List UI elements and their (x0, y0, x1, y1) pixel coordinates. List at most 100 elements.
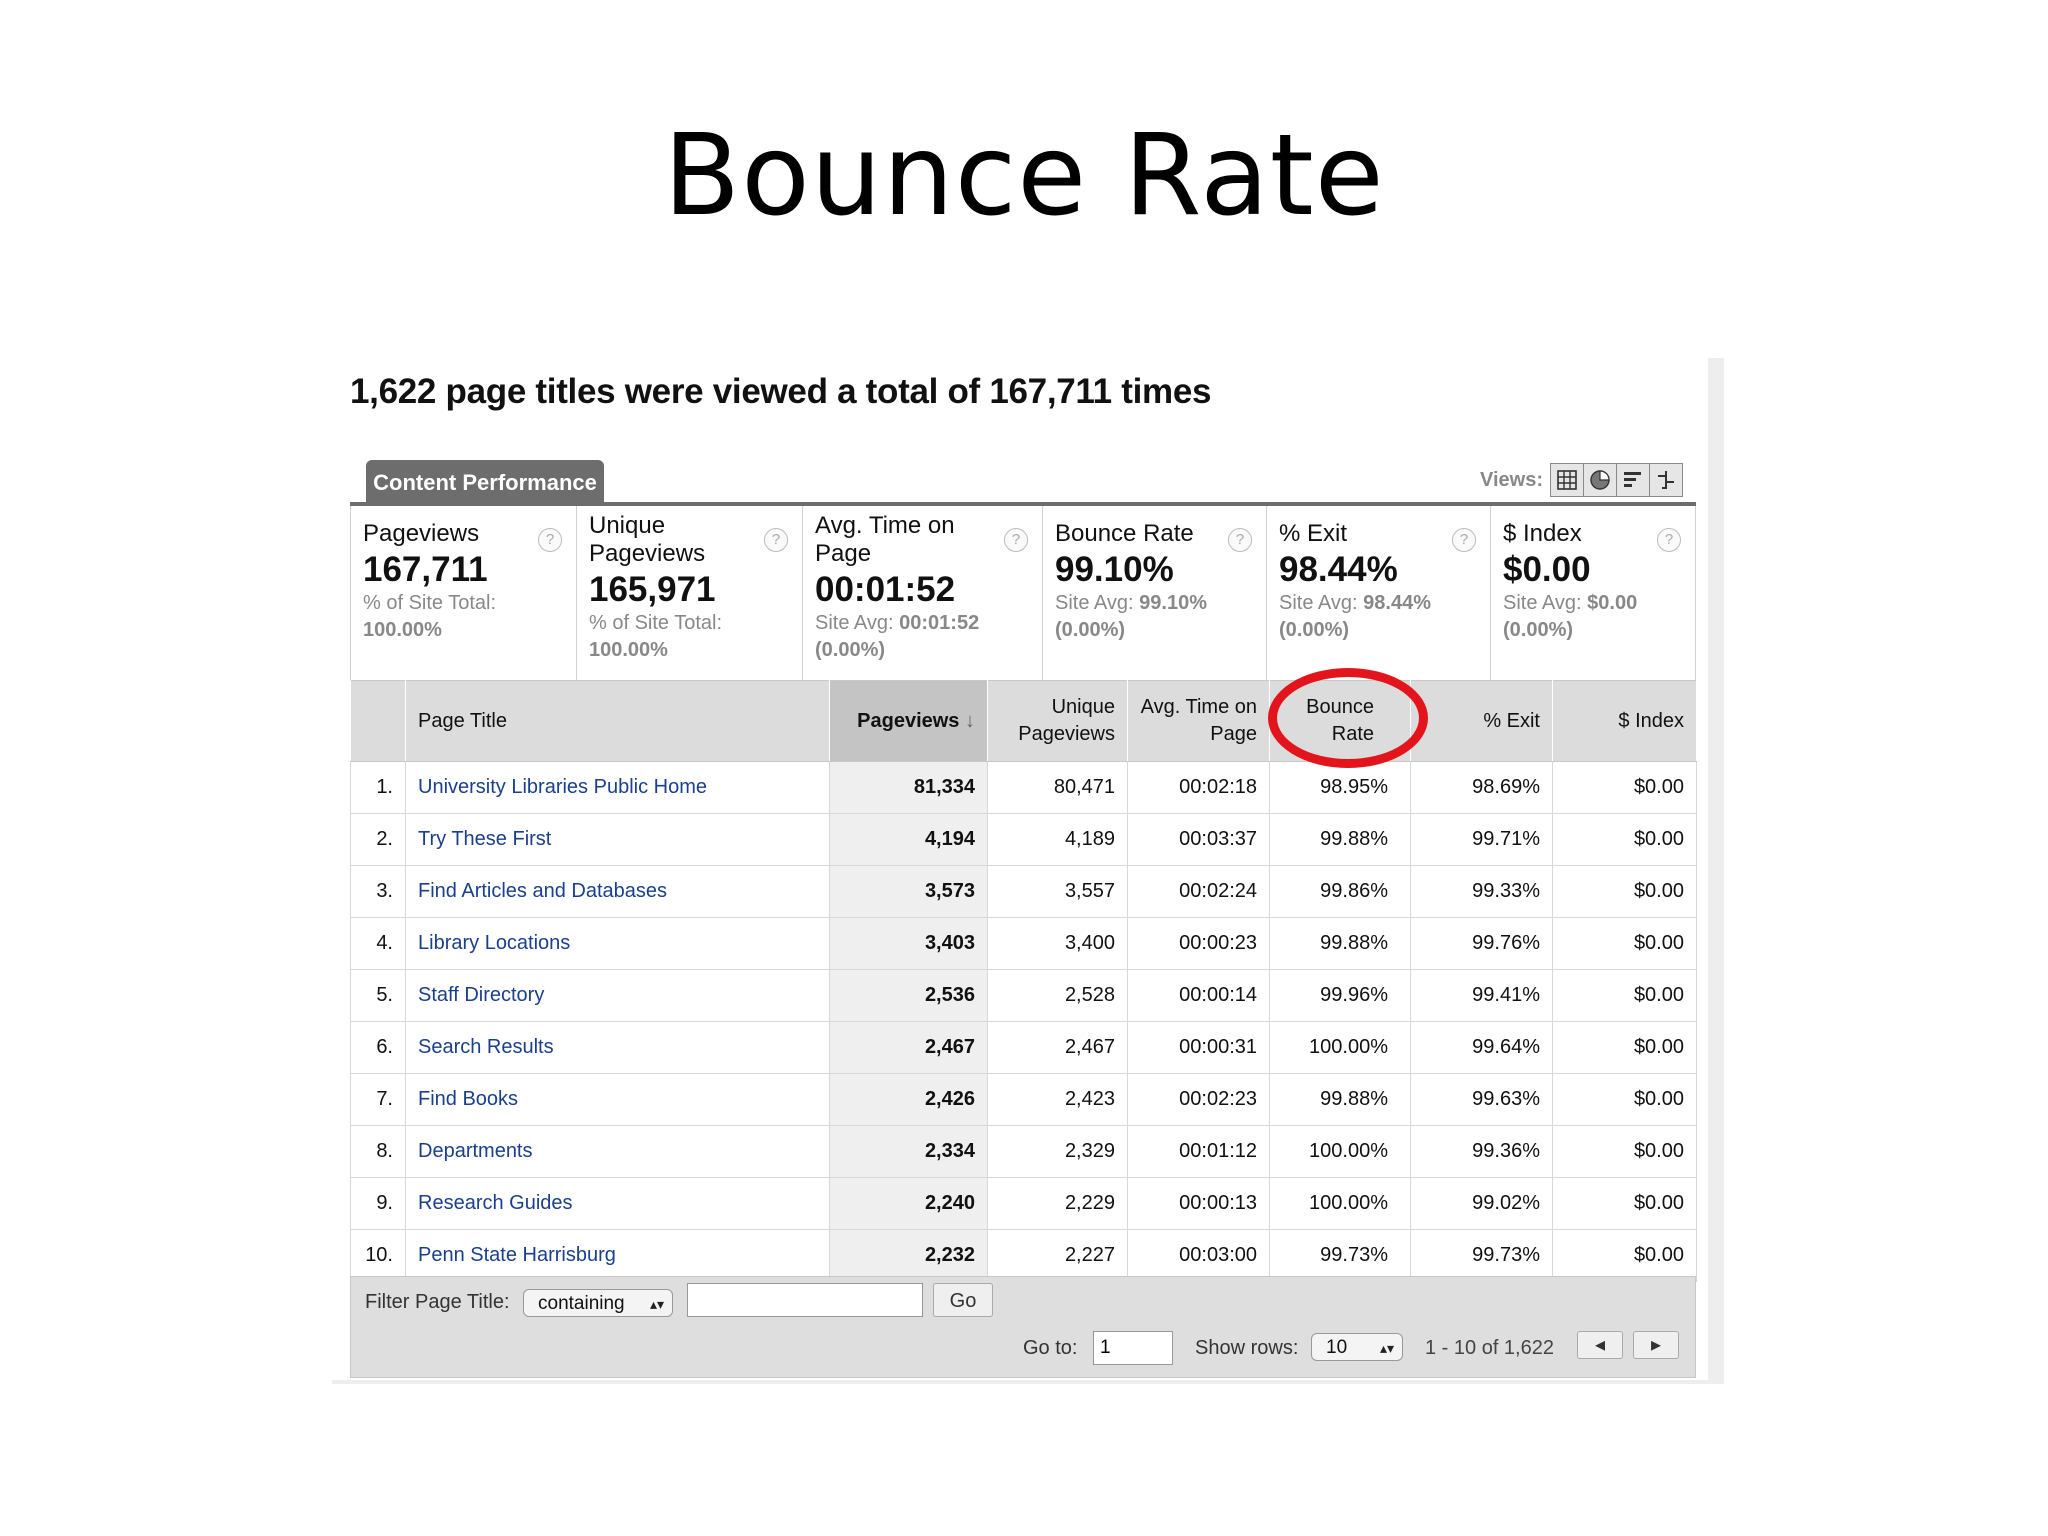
table-row: 4. Library Locations 3,403 3,400 00:00:23 99.… (350, 917, 1697, 970)
row-number: 1. (350, 761, 406, 814)
tab-rule (350, 502, 1696, 506)
cell-avg-time: 00:02:23 (1127, 1073, 1270, 1126)
summary-unique-pageviews: Unique Pageviews 165,971 % of Site Total… (577, 506, 803, 680)
table-view-icon[interactable] (1550, 463, 1584, 497)
cell-exit: 99.36% (1410, 1125, 1553, 1178)
help-icon[interactable]: ? (1452, 528, 1476, 552)
table-row: 7. Find Books 2,426 2,423 00:02:23 99.88% 99.6… (350, 1073, 1697, 1126)
summary-sub: % of Site Total: (363, 592, 497, 614)
cell-unique-pageviews: 3,400 (987, 917, 1128, 970)
filter-input[interactable] (687, 1283, 923, 1317)
site-avg-value: 98.44% (1363, 592, 1431, 614)
summary-label: Bounce Rate (1055, 520, 1194, 547)
views-switcher: Views: (1480, 460, 1683, 500)
tab-content-performance[interactable]: Content Performance (366, 460, 604, 504)
cell-avg-time: 00:00:14 (1127, 969, 1270, 1022)
column-header-pageviews[interactable]: Pageviews ↓ (829, 680, 988, 762)
row-number: 9. (350, 1177, 406, 1230)
summary-sub: (0.00%) (1503, 619, 1574, 641)
table-header-row: Page Title Pageviews ↓ Unique Pageviews … (350, 680, 1697, 762)
cell-pageviews: 2,467 (829, 1021, 988, 1074)
page-title-link[interactable]: Library Locations (405, 917, 830, 970)
page-title-link[interactable]: Staff Directory (405, 969, 830, 1022)
summary-label: $ Index (1503, 520, 1582, 547)
site-avg-label: Site Avg: (1279, 592, 1358, 614)
summary-value: 99.10% (1055, 550, 1174, 589)
cell-pageviews: 4,194 (829, 813, 988, 866)
table-row: 1. University Libraries Public Home 81,334… (350, 761, 1697, 814)
filter-mode-select[interactable]: containing ▴▾ (523, 1289, 673, 1317)
select-arrows-icon: ▴▾ (649, 1296, 664, 1312)
cell-index: $0.00 (1552, 813, 1697, 866)
table-row: 3. Find Articles and Databases 3,573 3,557 0… (350, 865, 1697, 918)
cell-avg-time: 00:02:18 (1127, 761, 1270, 814)
page-title-link[interactable]: Search Results (405, 1021, 830, 1074)
row-number: 10. (350, 1229, 406, 1282)
pie-view-icon[interactable] (1583, 463, 1617, 497)
prev-page-button[interactable]: ◂ (1577, 1331, 1623, 1359)
site-avg-label: Site Avg: (1055, 592, 1134, 614)
cell-avg-time: 00:00:31 (1127, 1021, 1270, 1074)
cell-bounce-rate: 99.88% (1269, 917, 1411, 970)
summary-avg-time: Avg. Time on Page 00:01:52 Site Avg: 00:… (803, 506, 1043, 680)
show-rows-select[interactable]: 10 ▴▾ (1311, 1333, 1403, 1361)
summary-sub: Site Avg: 00:01:52 (815, 610, 1030, 637)
column-header-exit[interactable]: % Exit (1410, 680, 1553, 762)
slide-title: Bounce Rate (663, 111, 1385, 241)
summary-label: Pageviews (363, 520, 480, 547)
sort-down-icon: ↓ (965, 709, 975, 732)
report-headline: 1,622 page titles were viewed a total of… (350, 372, 1212, 411)
row-number: 2. (350, 813, 406, 866)
cell-unique-pageviews: 2,229 (987, 1177, 1128, 1230)
goto-page-input[interactable] (1093, 1331, 1173, 1365)
column-header-unique-pageviews[interactable]: Unique Pageviews (987, 680, 1128, 762)
page-title-link[interactable]: University Libraries Public Home (405, 761, 830, 814)
site-avg-value: 99.10% (1139, 592, 1207, 614)
cell-avg-time: 00:00:23 (1127, 917, 1270, 970)
help-icon[interactable]: ? (538, 528, 562, 552)
show-rows-label: Show rows: (1195, 1337, 1299, 1359)
cell-bounce-rate: 99.88% (1269, 1073, 1411, 1126)
cell-pageviews: 2,240 (829, 1177, 988, 1230)
column-header-avg-time[interactable]: Avg. Time on Page (1127, 680, 1270, 762)
page-title-link[interactable]: Try These First (405, 813, 830, 866)
cell-exit: 99.41% (1410, 969, 1553, 1022)
column-header-index-value[interactable]: $ Index (1552, 680, 1697, 762)
help-icon[interactable]: ? (1004, 528, 1028, 552)
summary-exit: % Exit 98.44% Site Avg: 98.44% (0.00%) ? (1267, 506, 1491, 680)
cell-unique-pageviews: 2,467 (987, 1021, 1128, 1074)
summary-value: 00:01:52 (815, 570, 956, 609)
filter-go-button[interactable]: Go (933, 1283, 993, 1317)
cell-bounce-rate: 100.00% (1269, 1021, 1411, 1074)
column-header-label: Pageviews (857, 709, 960, 732)
page-title-link[interactable]: Penn State Harrisburg (405, 1229, 830, 1282)
cell-exit: 99.71% (1410, 813, 1553, 866)
bar-view-icon[interactable] (1616, 463, 1650, 497)
help-icon[interactable]: ? (1228, 528, 1252, 552)
pagination-range: 1 - 10 of 1,622 (1425, 1337, 1554, 1359)
help-icon[interactable]: ? (764, 528, 788, 552)
cell-bounce-rate: 99.96% (1269, 969, 1411, 1022)
next-page-button[interactable]: ▸ (1633, 1331, 1679, 1359)
content-table: Page Title Pageviews ↓ Unique Pageviews … (350, 680, 1697, 1282)
pivot-view-icon[interactable] (1649, 463, 1683, 497)
page-title-link[interactable]: Departments (405, 1125, 830, 1178)
cell-avg-time: 00:02:24 (1127, 865, 1270, 918)
site-avg-value: 00:01:52 (899, 612, 980, 634)
page-title-link[interactable]: Research Guides (405, 1177, 830, 1230)
cell-index: $0.00 (1552, 1125, 1697, 1178)
cell-index: $0.00 (1552, 969, 1697, 1022)
table-row: 8. Departments 2,334 2,329 00:01:12 100.00% 99… (350, 1125, 1697, 1178)
cell-bounce-rate: 100.00% (1269, 1125, 1411, 1178)
cell-bounce-rate: 100.00% (1269, 1177, 1411, 1230)
cell-avg-time: 00:00:13 (1127, 1177, 1270, 1230)
help-icon[interactable]: ? (1657, 528, 1681, 552)
site-avg-label: Site Avg: (815, 612, 894, 634)
filter-label: Filter Page Title: (365, 1291, 510, 1313)
page-title-link[interactable]: Find Books (405, 1073, 830, 1126)
cell-pageviews: 2,334 (829, 1125, 988, 1178)
page-title-link[interactable]: Find Articles and Databases (405, 865, 830, 918)
column-header-page-title[interactable]: Page Title (405, 680, 830, 762)
summary-sub: (0.00%) (1055, 619, 1126, 641)
cell-unique-pageviews: 2,227 (987, 1229, 1128, 1282)
